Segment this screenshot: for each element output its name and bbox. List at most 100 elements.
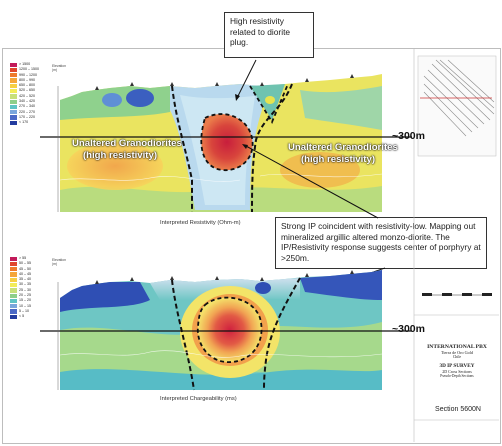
resistivity-elevation-label: Elevation (m) <box>52 64 66 73</box>
resistivity-legend-entry: 340 – 420 <box>10 99 39 104</box>
resistivity-legend-label: 340 – 420 <box>19 99 35 104</box>
chargeability-legend-swatch <box>10 261 17 267</box>
chargeability-legend-swatch <box>10 256 17 261</box>
title-project: Tierra de Oro Gold <box>440 350 474 355</box>
chargeability-legend-label: 25 – 30 <box>19 287 31 292</box>
chargeability-depth-label: ~300m <box>392 323 425 335</box>
resistivity-orange-right <box>280 152 360 188</box>
scale-bar <box>422 293 492 296</box>
resistivity-legend-swatch <box>10 78 17 83</box>
chargeability-legend-label: 50 – 55 <box>19 261 31 266</box>
resistivity-section <box>40 74 412 213</box>
chargeability-legend-entry: < 5 <box>10 314 31 320</box>
resistivity-legend-label: 520 – 650 <box>19 88 35 93</box>
chargeability-legend-entry: 50 – 55 <box>10 261 31 267</box>
resistivity-legend-entry: 990 – 1200 <box>10 73 39 78</box>
resistivity-dashed-plug <box>200 113 254 171</box>
resistivity-legend-swatch <box>10 83 17 88</box>
resistivity-legend-entry: 1200 – 1500 <box>10 67 39 73</box>
resistivity-legend-entry: 270 – 340 <box>10 104 39 110</box>
chargeability-legend-entry: 10 – 15 <box>10 304 31 309</box>
chargeability-legend-swatch <box>10 277 17 282</box>
resistivity-contour-line <box>259 173 383 178</box>
chargeability-legend-entry: 15 – 20 <box>10 298 31 304</box>
resistivity-legend-swatch <box>10 110 17 115</box>
chargeability-low-right <box>300 270 382 300</box>
callout-arrow-ip-upper <box>245 145 379 219</box>
chargeability-low-left <box>60 282 150 312</box>
chargeability-legend-label: 5 – 10 <box>19 308 29 313</box>
chargeability-elevation-label: Elevation (m) <box>52 258 66 267</box>
resistivity-station-markers <box>95 74 354 90</box>
chargeability-core-anomaly <box>197 297 262 363</box>
chargeability-legend-entry: 45 – 50 <box>10 267 31 272</box>
resistivity-dashed-contour-right <box>251 83 293 213</box>
chargeability-legend-label: 40 – 45 <box>19 271 31 276</box>
resistivity-right-lowres <box>300 86 382 130</box>
resistivity-legend-label: 270 – 340 <box>19 104 35 109</box>
chargeability-caption: Interpreted Chargeability (ms) <box>160 396 237 402</box>
chargeability-legend-label: 20 – 25 <box>19 293 31 298</box>
resistivity-legend-entry: 220 – 270 <box>10 110 39 115</box>
chargeability-shallow-low <box>255 282 271 294</box>
title-country: Chile <box>452 355 462 359</box>
chargeability-legend-swatch <box>10 267 17 272</box>
resistivity-legend-label: 1200 – 1500 <box>19 67 39 72</box>
resistivity-legend-label: > 1500 <box>19 62 31 66</box>
callout-arrowhead-ip-upper <box>242 144 248 149</box>
resistivity-legend-label: 800 – 990 <box>19 77 35 82</box>
chargeability-legend-entry: 5 – 10 <box>10 309 31 314</box>
resistivity-dashed-v <box>249 83 289 124</box>
resistivity-legend-label: 650 – 800 <box>19 83 35 88</box>
chargeability-legend-label: > 55 <box>19 256 27 260</box>
resistivity-dashed-contour-left <box>171 85 193 212</box>
chargeability-legend-entry: 25 – 30 <box>10 288 31 293</box>
resistivity-legend-entry: 520 – 650 <box>10 88 39 94</box>
chargeability-legend-label: 15 – 20 <box>19 298 31 303</box>
chargeability-legend-swatch <box>10 304 17 309</box>
callout-arrowhead-diorite <box>235 94 240 101</box>
chargeability-legend-label: 30 – 35 <box>19 282 31 287</box>
title-subtitle: 2D Cross Sections <box>442 369 472 374</box>
resistivity-orange-left <box>67 142 163 190</box>
resistivity-legend-swatch <box>10 62 17 67</box>
resistivity-legend-label: 420 – 520 <box>19 93 35 98</box>
chargeability-legend-entry: 30 – 35 <box>10 282 31 288</box>
resistivity-depth-label: ~300m <box>392 130 425 142</box>
callout-arrow-diorite <box>237 59 257 97</box>
resistivity-legend-swatch <box>10 115 17 120</box>
chargeability-legend-swatch <box>10 298 17 304</box>
chargeability-cyan-deep <box>60 369 382 390</box>
chargeability-dashed-contour-left <box>171 279 195 391</box>
resistivity-contour-line <box>59 176 241 182</box>
chargeability-legend-label: < 5 <box>19 314 25 319</box>
chargeability-legend-swatch <box>10 272 17 277</box>
chargeability-legend-swatch <box>10 309 17 314</box>
chargeability-legend-swatch <box>10 314 17 320</box>
chargeability-legend-entry: 35 – 40 <box>10 277 31 282</box>
chargeability-legend-label: 10 – 15 <box>19 303 31 308</box>
chargeability-legend-swatch <box>10 282 17 288</box>
resistivity-legend-label: < 170 <box>19 120 29 125</box>
resistivity-legend-swatch <box>10 67 17 73</box>
resistivity-legend-swatch <box>10 104 17 110</box>
chargeability-legend-swatch <box>10 288 17 293</box>
chargeability-contour-line <box>59 350 383 358</box>
resistivity-legend-label: 170 – 220 <box>19 114 35 119</box>
resistivity-legend-entry: 170 – 220 <box>10 115 39 120</box>
resistivity-legend-swatch <box>10 94 17 99</box>
resistivity-legend: > 1500 1200 – 1500 990 – 1200 800 – 990 650 … <box>10 62 39 126</box>
callout-ip-anomaly: Strong IP coincident with resistivity-lo… <box>275 217 487 269</box>
callout-diorite-plug: High resistivity related to diorite plug… <box>224 12 314 58</box>
resistivity-legend-label: 990 – 1200 <box>19 72 37 77</box>
chargeability-section <box>40 270 412 391</box>
chargeability-legend-label: 35 – 40 <box>19 277 31 282</box>
resistivity-legend-label: 220 – 270 <box>19 109 35 114</box>
resistivity-legend-swatch <box>10 73 17 78</box>
resistivity-legend-swatch <box>10 99 17 104</box>
label-unaltered-left: Unaltered Granodiorites (high resistivit… <box>72 138 182 161</box>
resistivity-legend-entry: < 170 <box>10 120 39 126</box>
location-map <box>417 55 497 157</box>
chargeability-legend-entry: > 55 <box>10 256 31 261</box>
